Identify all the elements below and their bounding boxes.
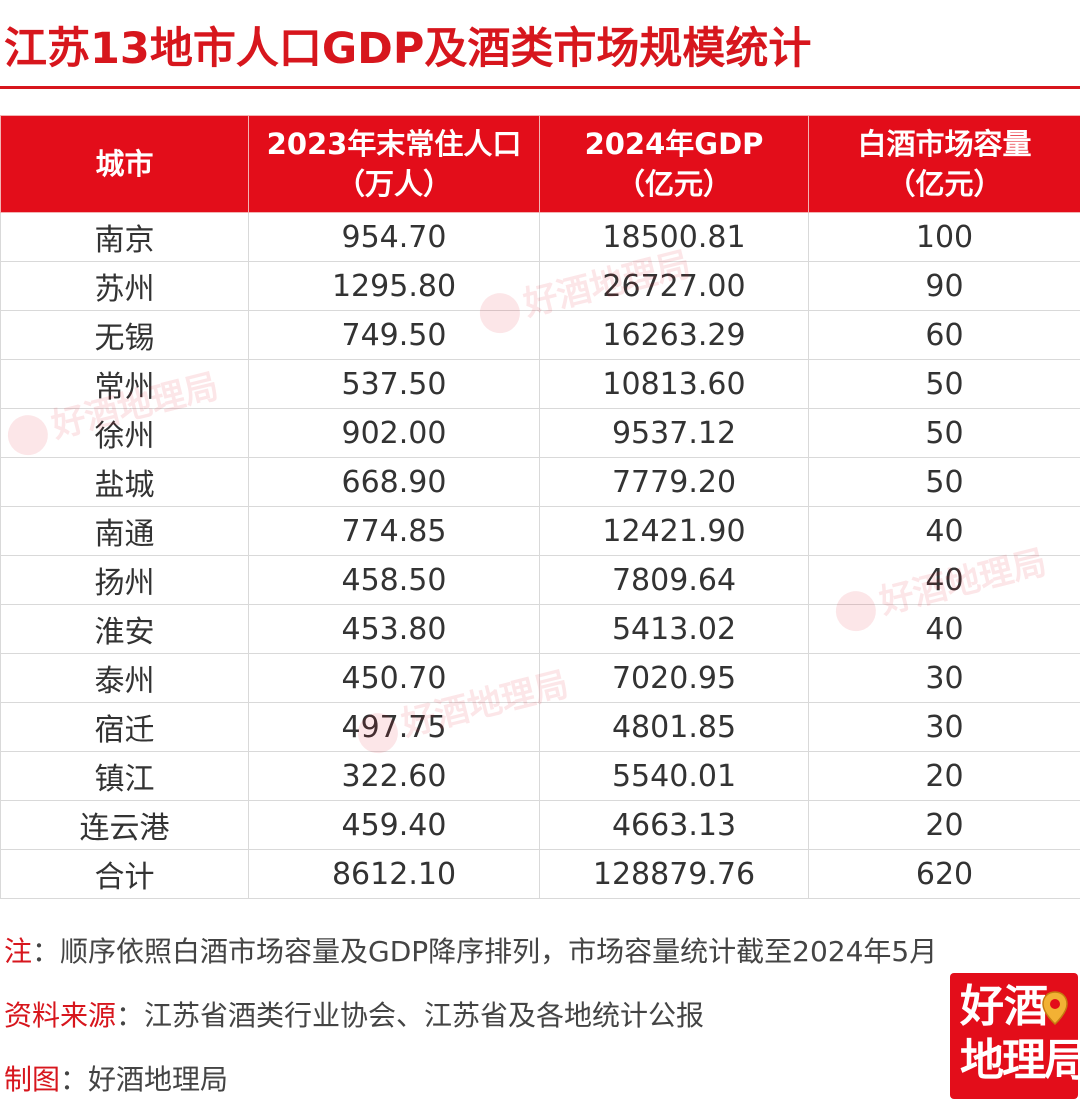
source-label: 资料来源	[4, 999, 117, 1032]
cell-population: 497.75	[248, 702, 540, 752]
cell-gdp: 5540.01	[539, 751, 809, 801]
cell-gdp: 5413.02	[539, 604, 809, 654]
header-population-unit: （万人）	[335, 167, 452, 201]
cell-population: 450.70	[248, 653, 540, 703]
header-city: 城市	[0, 115, 249, 213]
cell-city: 连云港	[0, 800, 249, 850]
table-row: 宿迁 497.75 4801.85 30	[0, 702, 1080, 752]
cell-city: 镇江	[0, 751, 249, 801]
cell-gdp: 7779.20	[539, 457, 809, 507]
cell-population: 774.85	[248, 506, 540, 556]
cell-city: 扬州	[0, 555, 249, 605]
cell-gdp: 9537.12	[539, 408, 809, 458]
table-row: 盐城 668.90 7779.20 50	[0, 457, 1080, 507]
table-row: 南京 954.70 18500.81 100	[0, 212, 1080, 262]
brand-logo-line2: 地理局	[960, 1035, 1080, 1086]
cell-city: 徐州	[0, 408, 249, 458]
location-pin-icon	[1042, 991, 1068, 1025]
cell-population: 537.50	[248, 359, 540, 409]
cell-gdp: 26727.00	[539, 261, 809, 311]
cell-gdp: 18500.81	[539, 212, 809, 262]
cell-liquor-market: 50	[808, 359, 1080, 409]
cell-population: 749.50	[248, 310, 540, 360]
source-text: ：江苏省酒类行业协会、江苏省及各地统计公报	[116, 999, 705, 1032]
cell-city: 南京	[0, 212, 249, 262]
cell-gdp: 128879.76	[539, 849, 809, 899]
header-gdp-unit: （亿元）	[615, 167, 732, 201]
cell-gdp: 7809.64	[539, 555, 809, 605]
cell-population: 322.60	[248, 751, 540, 801]
note-text: ：顺序依照白酒市场容量及GDP降序排列，市场容量统计截至2024年5月	[32, 935, 938, 968]
header-liquor-market-label: 白酒市场容量	[857, 127, 1032, 161]
cell-city: 合计	[0, 849, 249, 899]
cell-liquor-market: 40	[808, 604, 1080, 654]
brand-logo-line1: 好酒	[960, 981, 1048, 1032]
cell-population: 453.80	[248, 604, 540, 654]
note-source: 资料来源：江苏省酒类行业协会、江苏省及各地统计公报	[4, 994, 704, 1034]
statistics-table: 城市 2023年末常住人口 （万人） 2024年GDP （亿元） 白酒市场容量 （亿元…	[0, 115, 1080, 899]
cell-liquor-market: 30	[808, 653, 1080, 703]
table-total-row: 合计 8612.10 128879.76 620	[0, 849, 1080, 899]
brand-logo: 好酒 地理局	[950, 973, 1080, 1099]
table-row: 无锡 749.50 16263.29 60	[0, 310, 1080, 360]
cell-liquor-market: 30	[808, 702, 1080, 752]
cell-gdp: 12421.90	[539, 506, 809, 556]
header-liquor-market: 白酒市场容量 （亿元）	[808, 115, 1080, 213]
cell-city: 淮安	[0, 604, 249, 654]
header-city-label: 城市	[95, 147, 154, 181]
cell-city: 南通	[0, 506, 249, 556]
table-row: 常州 537.50 10813.60 50	[0, 359, 1080, 409]
cell-liquor-market: 50	[808, 457, 1080, 507]
table-body: 南京 954.70 18500.81 100 苏州 1295.80 26727.00 90 无锡…	[0, 212, 1080, 899]
cell-population: 458.50	[248, 555, 540, 605]
cell-liquor-market: 40	[808, 506, 1080, 556]
cell-liquor-market: 20	[808, 800, 1080, 850]
table-row: 淮安 453.80 5413.02 40	[0, 604, 1080, 654]
table-row: 徐州 902.00 9537.12 50	[0, 408, 1080, 458]
header-liquor-market-unit: （亿元）	[886, 167, 1003, 201]
cell-gdp: 10813.60	[539, 359, 809, 409]
cell-liquor-market: 40	[808, 555, 1080, 605]
table-row: 扬州 458.50 7809.64 40	[0, 555, 1080, 605]
cell-gdp: 4801.85	[539, 702, 809, 752]
cell-population: 1295.80	[248, 261, 540, 311]
cell-population: 902.00	[248, 408, 540, 458]
table-row: 苏州 1295.80 26727.00 90	[0, 261, 1080, 311]
cell-gdp: 4663.13	[539, 800, 809, 850]
page-title: 江苏13地市人口GDP及酒类市场规模统计	[4, 24, 812, 74]
cell-gdp: 16263.29	[539, 310, 809, 360]
cell-gdp: 7020.95	[539, 653, 809, 703]
title-divider	[0, 86, 1080, 89]
header-population: 2023年末常住人口 （万人）	[248, 115, 540, 213]
cell-city: 常州	[0, 359, 249, 409]
chart-credit-text: ：好酒地理局	[60, 1063, 229, 1096]
cell-liquor-market: 100	[808, 212, 1080, 262]
table-row: 南通 774.85 12421.90 40	[0, 506, 1080, 556]
cell-population: 459.40	[248, 800, 540, 850]
note-label: 注	[4, 935, 33, 968]
cell-liquor-market: 620	[808, 849, 1080, 899]
cell-population: 668.90	[248, 457, 540, 507]
cell-city: 无锡	[0, 310, 249, 360]
cell-city: 苏州	[0, 261, 249, 311]
cell-population: 8612.10	[248, 849, 540, 899]
chart-credit-label: 制图	[4, 1063, 61, 1096]
cell-population: 954.70	[248, 212, 540, 262]
header-gdp-label: 2024年GDP	[584, 127, 764, 161]
table-header-row: 城市 2023年末常住人口 （万人） 2024年GDP （亿元） 白酒市场容量 （亿元…	[0, 115, 1080, 213]
cell-liquor-market: 20	[808, 751, 1080, 801]
cell-city: 宿迁	[0, 702, 249, 752]
cell-liquor-market: 50	[808, 408, 1080, 458]
note-chart-credit: 制图：好酒地理局	[4, 1058, 228, 1098]
header-gdp: 2024年GDP （亿元）	[539, 115, 809, 213]
table-row: 泰州 450.70 7020.95 30	[0, 653, 1080, 703]
table-row: 镇江 322.60 5540.01 20	[0, 751, 1080, 801]
header-population-label: 2023年末常住人口	[266, 127, 522, 161]
cell-city: 泰州	[0, 653, 249, 703]
cell-liquor-market: 60	[808, 310, 1080, 360]
cell-liquor-market: 90	[808, 261, 1080, 311]
cell-city: 盐城	[0, 457, 249, 507]
table-row: 连云港 459.40 4663.13 20	[0, 800, 1080, 850]
note-order: 注：顺序依照白酒市场容量及GDP降序排列，市场容量统计截至2024年5月	[4, 930, 937, 970]
